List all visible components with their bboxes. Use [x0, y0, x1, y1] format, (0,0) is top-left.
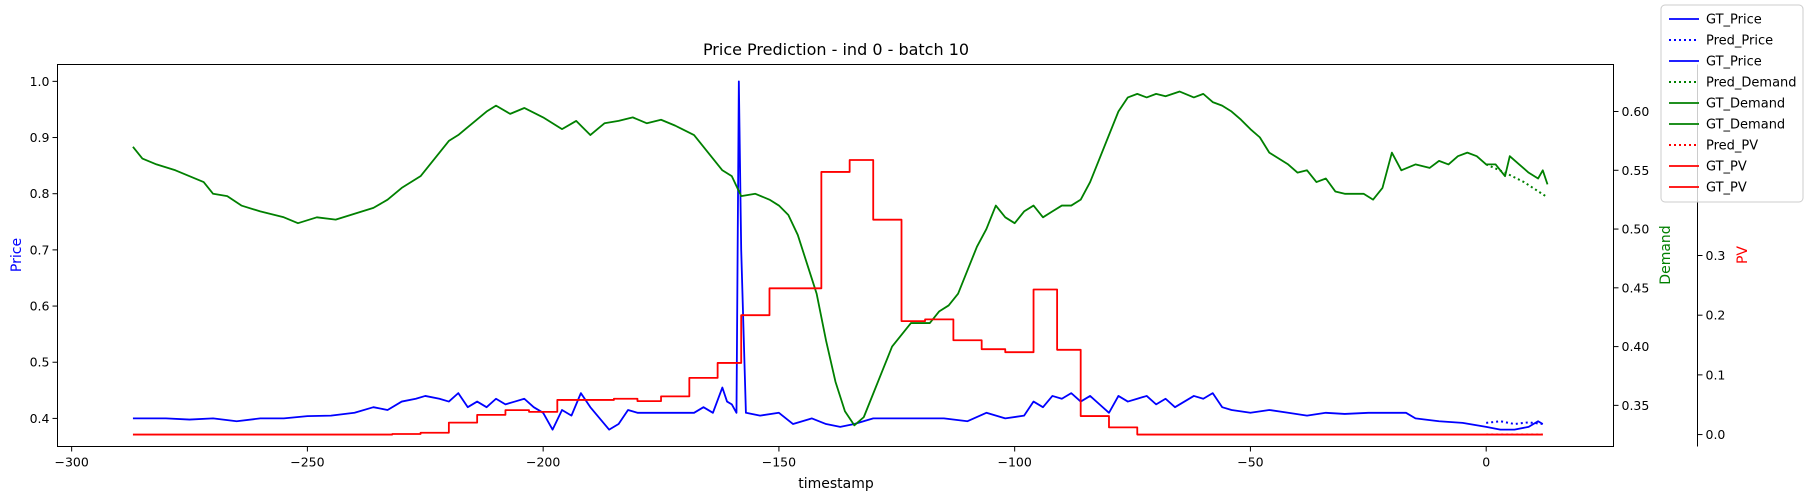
price-tick-label: 0.8 — [30, 186, 50, 201]
legend-label: Pred_Price — [1706, 34, 1773, 49]
series-line-gt-demand — [132, 90, 1549, 427]
price-tick-label: 1.0 — [30, 74, 50, 89]
price-axis-label: Price — [9, 238, 25, 272]
demand-tick-label: 0.40 — [1622, 339, 1650, 354]
x-tick-label: −150 — [762, 455, 796, 470]
x-tick-label: −250 — [290, 455, 324, 470]
price-tick-label: 0.6 — [30, 299, 50, 314]
demand-axis: 0.35 0.40 0.45 0.50 0.55 0.60 — [1613, 104, 1650, 413]
pv-tick-label: 0.3 — [1706, 248, 1726, 263]
x-tick-label: −200 — [526, 455, 560, 470]
legend: GT_Price Pred_Price GT_Price Pred_Demand GT_… — [1660, 4, 1804, 203]
series-layer — [132, 80, 1549, 436]
legend-box — [1660, 4, 1804, 203]
demand-tick-label: 0.45 — [1622, 280, 1650, 295]
demand-tick-label: 0.50 — [1622, 222, 1650, 237]
price-tick-label: 0.5 — [30, 355, 50, 370]
x-tick-label: −300 — [54, 455, 88, 470]
price-tick-label: 0.7 — [30, 242, 50, 257]
x-axis: −300 −250 −200 −150 −100 −50 0 — [54, 446, 1490, 470]
chart-title: Price Prediction - ind 0 - batch 10 — [703, 40, 969, 59]
price-axis: 0.4 0.5 0.6 0.7 0.8 0.9 1.0 — [30, 74, 58, 426]
demand-tick-label: 0.55 — [1622, 163, 1650, 178]
series-line-gt-pv — [132, 159, 1543, 436]
legend-label: GT_Price — [1706, 55, 1762, 70]
x-tick-label: 0 — [1482, 455, 1490, 470]
legend-label: GT_Demand — [1706, 97, 1785, 112]
x-axis-label: timestamp — [798, 476, 874, 492]
x-tick-label: −50 — [1237, 455, 1263, 470]
legend-label: Pred_Demand — [1706, 76, 1797, 91]
pv-tick-label: 0.0 — [1706, 427, 1726, 442]
pv-axis-label: PV — [1735, 246, 1751, 264]
pv-tick-label: 0.2 — [1706, 308, 1726, 323]
x-tick-label: −100 — [998, 455, 1032, 470]
demand-tick-label: 0.35 — [1622, 398, 1650, 413]
price-tick-label: 0.9 — [30, 130, 50, 145]
demand-axis-label: Demand — [1658, 225, 1674, 284]
pv-tick-label: 0.1 — [1706, 367, 1726, 382]
series-line-pred-demand — [1485, 163, 1549, 199]
price-tick-label: 0.4 — [30, 411, 50, 426]
series-line-gt-price — [132, 80, 1544, 431]
plot-frame — [57, 64, 1614, 447]
legend-label: GT_PV — [1706, 160, 1747, 175]
legend-label: GT_PV — [1706, 181, 1747, 196]
demand-tick-label: 0.60 — [1622, 104, 1650, 119]
legend-label: Pred_PV — [1706, 139, 1758, 154]
legend-label: GT_Price — [1706, 13, 1762, 28]
legend-label: GT_Demand — [1706, 118, 1785, 133]
